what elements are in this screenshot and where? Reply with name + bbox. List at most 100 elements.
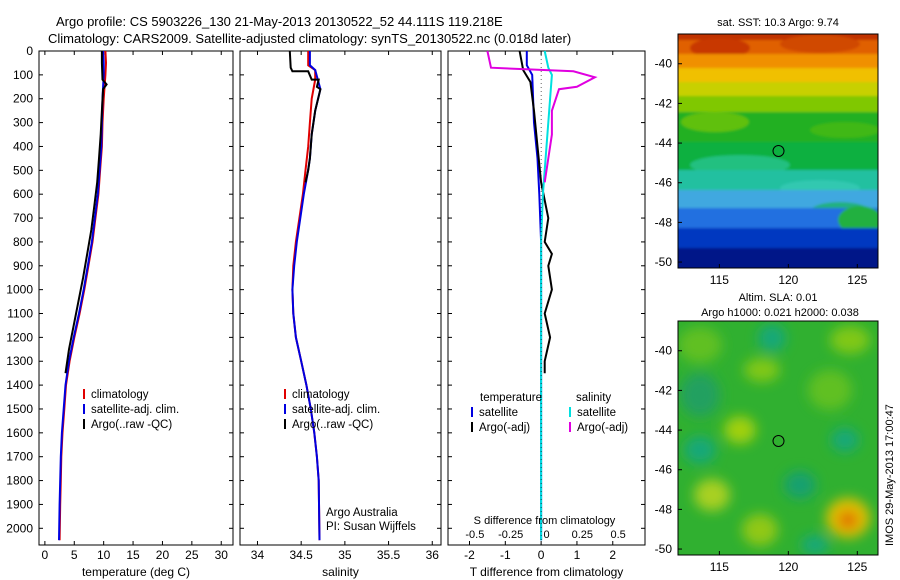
depth-tick-label: 800 [13, 235, 33, 249]
salinity-xtick-label: 34.5 [289, 548, 313, 562]
salinity-xtick-label: 35 [338, 548, 352, 562]
sst-map-lat-tick-label: -50 [655, 255, 673, 269]
salinity-frame [239, 50, 442, 546]
figure-title-line1: Argo profile: CS 5903226_130 21-May-2013… [56, 14, 503, 29]
temperature-xtick-label: 5 [71, 548, 78, 562]
temperature-xtick-label: 30 [215, 548, 229, 562]
sla-map-subtitle: Argo h1000: 0.021 h2000: 0.038 [701, 307, 859, 319]
temperature-legend-header: temperature [480, 392, 542, 404]
difference-xtick-label: 0 [538, 548, 545, 562]
difference-series-line [518, 50, 553, 374]
sla-map-lat-tick-label: -40 [655, 344, 673, 358]
sst-map-title: sat. SST: 10.3 Argo: 9.74 [717, 17, 839, 29]
difference-xtick-label: 1 [574, 548, 581, 562]
sla-map-axes: 115 120 125 -40 -42 -44 -46 -48 -50 [655, 344, 868, 574]
depth-tick-label: 1800 [6, 474, 33, 488]
sst-map-axes: 115 120 125 -40 -42 -44 -46 -48 -50 [655, 57, 868, 287]
salinity-annotation: Argo Australia [326, 507, 398, 519]
sst-map-lat-tick-label: -44 [655, 136, 673, 150]
sla-map-lat-tick-label: -44 [655, 423, 673, 437]
salinity-xtick-label: 35.5 [377, 548, 401, 562]
sst-map-lat-tick-label: -46 [655, 176, 673, 190]
salinity-series-line [291, 51, 322, 541]
difference-series-line [540, 50, 553, 541]
temperature-xtick-label: 15 [126, 548, 140, 562]
depth-tick-label: 900 [13, 259, 33, 273]
sla-map-field [678, 321, 878, 555]
sla-map-lat-tick-label: -48 [655, 502, 673, 516]
depth-tick-label: 1200 [6, 330, 33, 344]
difference-series-line [525, 51, 543, 541]
depth-tick-label: 100 [13, 68, 33, 82]
salinity-annotation: PI: Susan Wijffels [326, 521, 416, 533]
depth-tick-label: 1600 [6, 426, 33, 440]
difference-series-line [486, 50, 598, 183]
temperature-series-line [64, 51, 108, 374]
salinity-diff-axis-label: S difference from climatology [474, 515, 616, 527]
depth-tick-label: 1500 [6, 402, 33, 416]
salinity-legend-entry: satellite-adj. clim. [292, 404, 380, 416]
difference-panel: -2 -1 0 1 2 T difference from climatology S di… [447, 50, 646, 579]
depth-tick-label: 2000 [6, 521, 33, 535]
sst-map-lat-tick-label: -40 [655, 57, 673, 71]
sst-argo-position-marker [772, 145, 785, 157]
temperature-legend-entry: Argo(..raw -QC) [91, 419, 172, 431]
depth-tick-label: 1300 [6, 354, 33, 368]
depth-tick-label: 1400 [6, 378, 33, 392]
temperature-series-line [58, 50, 105, 541]
sla-map-title: Altim. SLA: 0.01 [739, 292, 818, 304]
sla-map-lon-tick-label: 125 [847, 560, 867, 574]
temperature-frame [38, 50, 234, 546]
difference-xlabel: T difference from climatology [470, 565, 624, 579]
depth-tick-label: 300 [13, 116, 33, 130]
salinity-series-line [288, 50, 322, 183]
salinity-legend-entry: satellite [577, 407, 616, 419]
salinity-diff-tick-label: -0.25 [498, 529, 523, 541]
depth-tick-label: 1700 [6, 450, 33, 464]
salinity-xlabel: salinity [322, 565, 359, 579]
depth-tick-label: 600 [13, 187, 33, 201]
depth-tick-label: 0 [26, 44, 33, 58]
temperature-xlabel: temperature (deg C) [82, 565, 190, 579]
depth-tick-label: 1000 [6, 283, 33, 297]
difference-frame [447, 50, 646, 546]
sst-map-lon-tick-label: 115 [710, 273, 729, 287]
sst-map-lat-tick-label: -48 [655, 215, 673, 229]
sst-map-field [678, 34, 878, 268]
salinity-xtick-label: 36 [426, 548, 440, 562]
salinity-diff-tick-label: 0.5 [610, 529, 625, 541]
temperature-xtick-label: 20 [156, 548, 170, 562]
difference-xtick-label: -1 [500, 548, 511, 562]
difference-xtick-label: 2 [609, 548, 616, 562]
temperature-legend-entry: satellite-adj. clim. [91, 404, 179, 416]
salinity-legend-header: salinity [576, 392, 611, 404]
temperature-legend-entry: Argo(-adj) [479, 422, 530, 434]
depth-tick-label: 500 [13, 163, 33, 177]
salinity-legend-entry: climatology [292, 389, 350, 401]
salinity-series-line [291, 51, 321, 541]
salinity-xtick-label: 34 [251, 548, 265, 562]
temperature-panel: 0100200300400500600700800900100011001200… [6, 44, 234, 579]
sst-map-lon-tick-label: 125 [847, 273, 867, 287]
temperature-legend-entry: climatology [91, 389, 149, 401]
sla-map-lat-tick-label: -42 [655, 383, 673, 397]
salinity-panel: 34 34.5 35 35.5 36 salinity climatology satelli… [239, 50, 442, 579]
temperature-xtick-label: 25 [185, 548, 199, 562]
sst-map: sat. SST: 10.3 Argo: 9.74 [655, 17, 879, 287]
sst-map-frame [677, 33, 879, 269]
sla-map: Altim. SLA: 0.01 Argo h1000: 0.021 h2000… [655, 292, 879, 574]
depth-tick-label: 400 [13, 139, 33, 153]
sla-map-lat-tick-label: -50 [655, 542, 673, 556]
depth-tick-label: 200 [13, 92, 33, 106]
timestamp-label: IMOS 29-May-2013 17:00:47 [884, 404, 896, 546]
salinity-legend-entry: Argo(-adj) [577, 422, 628, 434]
sla-map-frame [677, 320, 879, 556]
salinity-diff-tick-label: 0.25 [572, 529, 593, 541]
difference-xtick-label: -2 [464, 548, 475, 562]
depth-tick-label: 1100 [7, 307, 33, 321]
depth-tick-label: 1900 [6, 497, 33, 511]
salinity-diff-tick-label: -0.5 [465, 529, 484, 541]
sla-map-lon-tick-label: 120 [778, 560, 798, 574]
temperature-legend-entry: satellite [479, 407, 518, 419]
